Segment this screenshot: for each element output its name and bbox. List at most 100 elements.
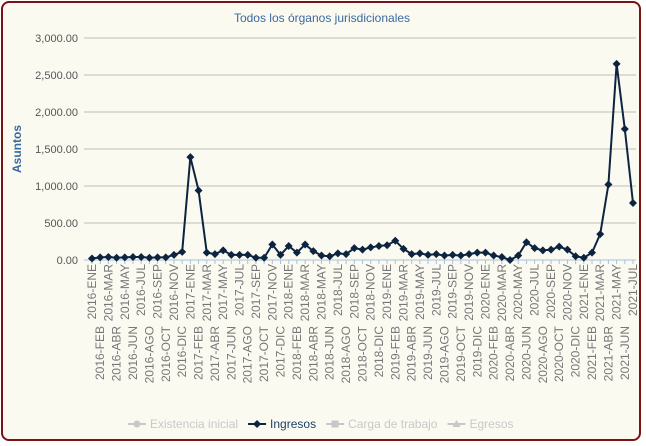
x-tick-label: 2017-OCT: [257, 325, 271, 382]
data-point[interactable]: [374, 241, 383, 250]
data-point[interactable]: [588, 248, 597, 257]
data-point[interactable]: [284, 241, 293, 250]
data-point[interactable]: [358, 245, 367, 254]
x-tick-label: 2019-MAR: [396, 264, 410, 322]
data-point[interactable]: [268, 240, 277, 249]
data-point[interactable]: [350, 244, 359, 253]
x-tick-label: 2021-FEB: [585, 326, 599, 380]
data-point[interactable]: [424, 250, 433, 259]
data-point[interactable]: [276, 250, 285, 259]
data-point[interactable]: [292, 248, 301, 257]
legend-item[interactable]: Existencia inicial: [128, 417, 238, 431]
data-point[interactable]: [579, 253, 588, 262]
x-tick-label: 2019-ENE: [380, 264, 394, 319]
data-point[interactable]: [145, 253, 154, 262]
data-point[interactable]: [522, 238, 531, 247]
x-tick-label: 2019-DIC: [470, 326, 484, 378]
data-point[interactable]: [473, 248, 482, 257]
data-point[interactable]: [194, 186, 203, 195]
data-point[interactable]: [415, 249, 424, 258]
legend-item[interactable]: Ingresos: [248, 417, 316, 431]
data-point[interactable]: [407, 250, 416, 259]
data-point[interactable]: [219, 246, 228, 255]
data-point[interactable]: [342, 250, 351, 259]
x-tick-label: 2017-ABR: [208, 326, 222, 382]
data-point[interactable]: [497, 253, 506, 262]
data-point[interactable]: [596, 230, 605, 239]
data-point[interactable]: [325, 252, 334, 261]
data-point[interactable]: [88, 254, 96, 263]
data-point[interactable]: [530, 244, 539, 253]
legend-item[interactable]: Carga de trabajo: [326, 417, 438, 431]
x-tick-label: 2018-FEB: [290, 326, 304, 380]
x-tick-label: 2018-SEP: [347, 264, 361, 319]
x-tick-label: 2020-DIC: [569, 326, 583, 378]
chart-title: Todos los órganos jurisdicionales: [234, 11, 410, 25]
data-point[interactable]: [481, 248, 490, 257]
data-point[interactable]: [563, 245, 572, 254]
x-tick-label: 2019-JUL: [429, 264, 443, 316]
data-point[interactable]: [153, 253, 162, 262]
data-point[interactable]: [235, 250, 244, 259]
data-point[interactable]: [120, 253, 129, 262]
data-point[interactable]: [383, 241, 392, 250]
data-point[interactable]: [456, 251, 465, 260]
x-tick-label: 2017-SEP: [249, 264, 263, 319]
data-point[interactable]: [260, 253, 269, 262]
data-point[interactable]: [514, 251, 523, 260]
data-point[interactable]: [169, 250, 178, 259]
data-point[interactable]: [555, 242, 564, 251]
y-tick-label: 3,000.00: [35, 33, 78, 45]
data-point[interactable]: [309, 247, 318, 256]
x-tick-label: 2016-AGO: [142, 326, 156, 383]
data-point[interactable]: [629, 199, 637, 208]
data-point[interactable]: [366, 243, 375, 252]
data-point[interactable]: [243, 250, 252, 259]
y-tick-label: 1,500.00: [35, 144, 78, 156]
y-tick-label: 0.00: [57, 255, 78, 267]
data-point[interactable]: [538, 246, 547, 255]
data-point[interactable]: [128, 253, 137, 262]
data-point[interactable]: [104, 253, 113, 262]
x-tick-label: 2021-MAR: [593, 264, 607, 322]
data-point[interactable]: [333, 249, 342, 258]
data-point[interactable]: [251, 253, 260, 262]
data-point[interactable]: [547, 245, 556, 254]
data-point[interactable]: [506, 256, 515, 264]
x-tick-label: 2020-MAY: [511, 264, 525, 320]
legend-item[interactable]: Egresos: [447, 417, 514, 431]
data-point[interactable]: [161, 253, 170, 262]
x-tick-label: 2018-ABR: [306, 326, 320, 382]
data-point[interactable]: [210, 250, 219, 259]
data-point[interactable]: [186, 153, 195, 162]
legend-label: Egresos: [469, 417, 513, 431]
data-point[interactable]: [301, 240, 310, 249]
data-point[interactable]: [604, 180, 613, 189]
data-point[interactable]: [227, 250, 236, 259]
data-point[interactable]: [432, 250, 441, 259]
data-point[interactable]: [112, 253, 121, 262]
data-point[interactable]: [612, 59, 621, 68]
data-point[interactable]: [571, 252, 580, 261]
data-point[interactable]: [178, 247, 187, 256]
data-point[interactable]: [317, 251, 326, 260]
y-tick-label: 500.00: [44, 218, 78, 230]
x-tick-label: 2019-OCT: [454, 325, 468, 382]
x-tick-label: 2016-MAR: [101, 264, 115, 322]
data-point[interactable]: [489, 251, 498, 260]
data-point[interactable]: [391, 236, 400, 245]
data-point[interactable]: [399, 244, 408, 253]
data-point[interactable]: [620, 125, 629, 134]
x-tick-label: 2018-JUL: [331, 264, 345, 316]
x-tick-label: 2018-DIC: [372, 326, 386, 378]
x-tick-label: 2017-ENE: [183, 264, 197, 319]
data-point[interactable]: [465, 250, 474, 259]
data-point[interactable]: [202, 248, 211, 257]
data-point[interactable]: [96, 253, 105, 262]
x-tick-label: 2017-AGO: [241, 326, 255, 383]
data-point[interactable]: [440, 251, 449, 260]
data-point[interactable]: [137, 253, 146, 262]
data-point[interactable]: [448, 250, 457, 259]
x-tick-label: 2017-FEB: [192, 326, 206, 380]
x-tick-label: 2019-FEB: [388, 326, 402, 380]
